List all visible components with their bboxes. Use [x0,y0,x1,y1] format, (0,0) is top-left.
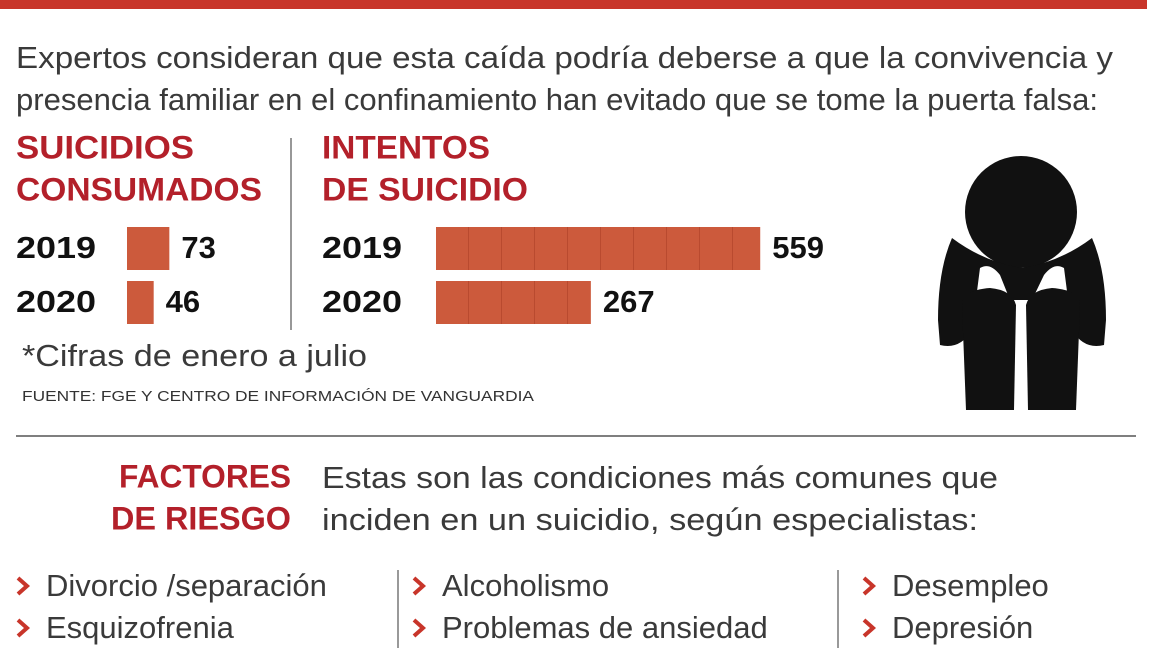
intro-line: Expertos consideran que esta caída podrí… [16,40,1114,75]
category-label: 2019 [322,230,402,265]
person-icon [938,156,1106,410]
category-label: 2020 [16,284,96,319]
factor-item: Esquizofrenia [46,610,235,645]
factors-description: Estas son las condiciones más comunes qu… [322,460,998,495]
factor-item: Depresión [892,610,1033,645]
category-label: 2020 [322,284,402,319]
factor-item: Desempleo [892,568,1049,603]
source: FUENTE: FGE Y CENTRO DE INFORMACIÓN DE V… [22,388,534,405]
bullet [16,618,31,638]
bar-segments [436,281,591,324]
bullet [16,576,31,596]
value-label: 73 [181,230,215,265]
bar [127,281,154,324]
bar-segments [436,227,761,270]
factor-item: Divorcio /separación [46,568,327,603]
factors-title: FACTORES [119,458,291,494]
value-label: 46 [166,284,200,319]
bullet [412,576,427,596]
intro-line: presencia familiar en el confinamiento h… [16,82,1098,117]
value-label: 267 [603,284,655,319]
bullet [412,618,427,638]
factors-description: inciden en un suicidio, según especialis… [322,502,978,537]
note: *Cifras de enero a julio [22,338,367,373]
bar [127,227,170,270]
value-label: 559 [772,230,824,265]
chart-title: INTENTOS [322,129,490,165]
bullet [862,576,877,596]
factor-item: Alcoholismo [442,568,609,603]
category-label: 2019 [16,230,96,265]
bullet [862,618,877,638]
chart-title: CONSUMADOS [16,171,262,207]
chart-title: SUICIDIOS [16,129,194,165]
factor-item: Problemas de ansiedad [442,610,768,645]
chart-title: DE SUICIDIO [322,171,528,207]
factors-title: DE RIESGO [111,500,291,536]
top-banner [0,0,1147,9]
